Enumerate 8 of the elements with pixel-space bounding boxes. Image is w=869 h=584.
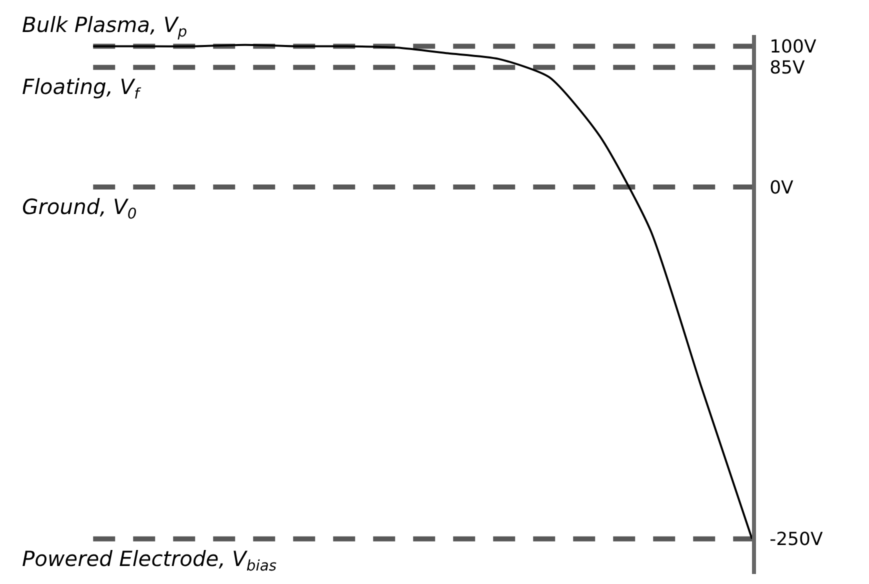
y-tick-label: 100V: [770, 36, 817, 58]
ref-line-label: Bulk Plasma, V$_{p}$: [22, 13, 188, 40]
ref-line-label: Floating, V$_{f}$: [22, 75, 142, 102]
ref-line-label: Powered Electrode, V$_{bias}$: [22, 547, 277, 574]
y-tick-label: 0V: [770, 177, 794, 198]
ref-line-label: Ground, V$_{0}$: [22, 195, 137, 222]
y-tick-label: -250V: [770, 529, 824, 550]
y-tick-label: 85V: [770, 58, 806, 79]
